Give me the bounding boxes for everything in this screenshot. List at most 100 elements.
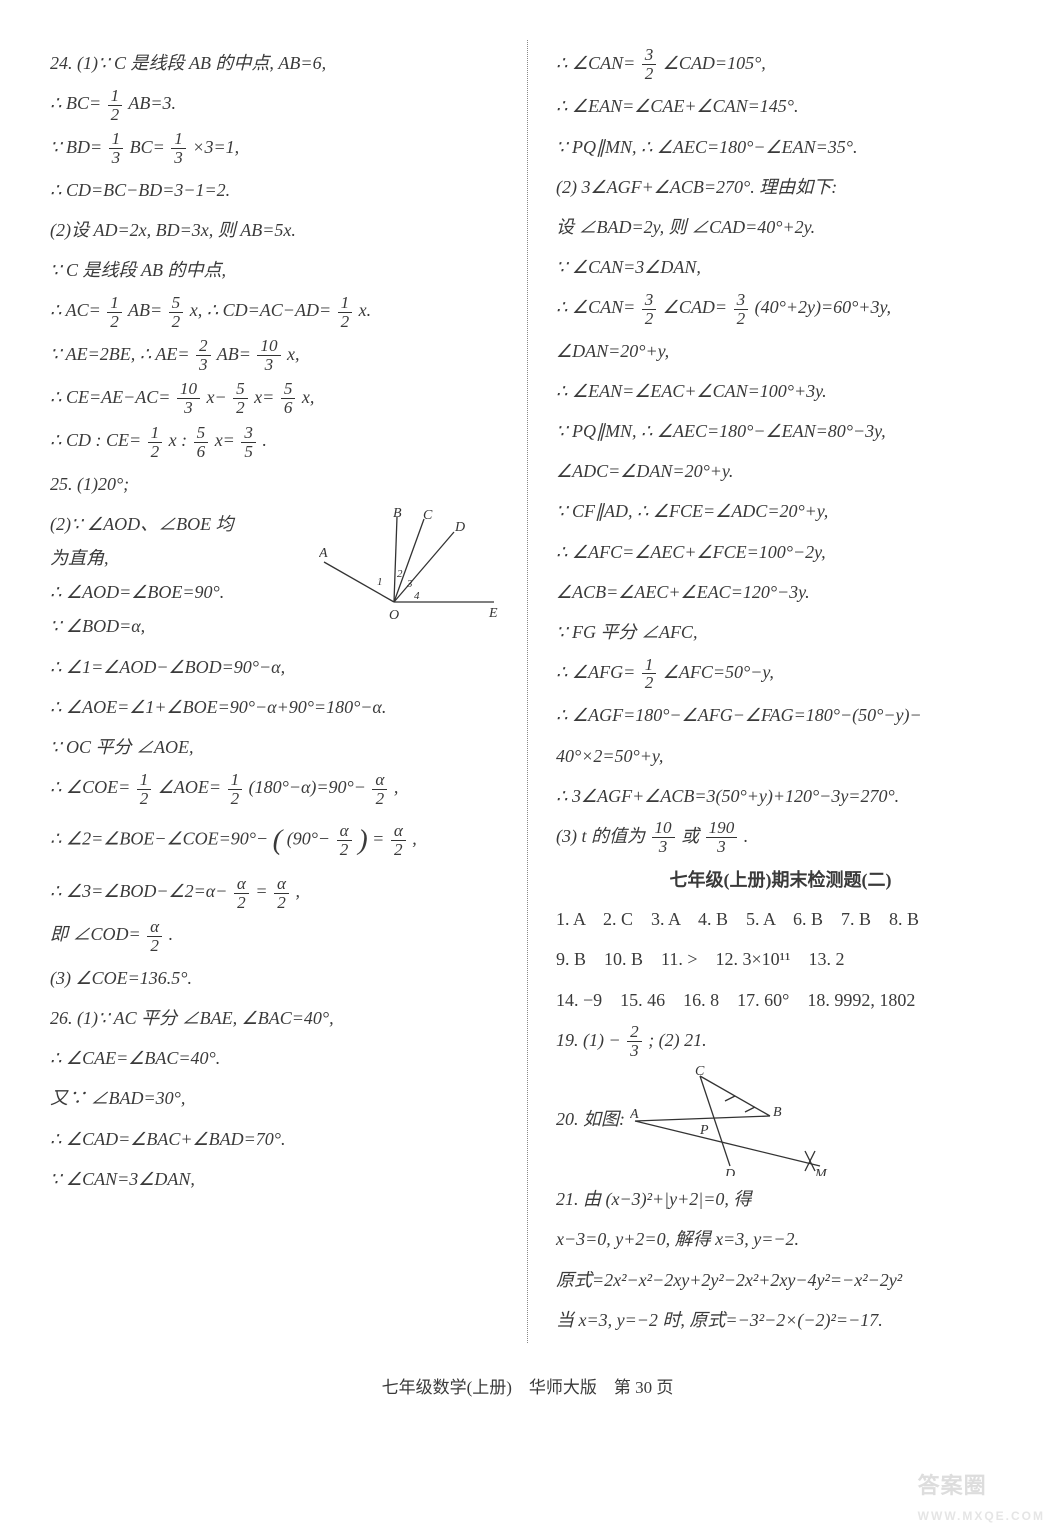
t: x=: [254, 387, 274, 407]
ans6: 21. 由 (x−3)²+|y+2|=0, 得: [556, 1182, 1005, 1216]
n: 5: [233, 380, 248, 399]
n: 10: [177, 380, 200, 399]
t: ∠AOE=: [158, 777, 221, 797]
t: ,: [412, 829, 417, 849]
n: α: [337, 822, 352, 841]
q24-7: ∴ AC= 12 AB= 52 x, ∴ CD=AC−AD= 12 x.: [50, 293, 499, 330]
d: 2: [233, 399, 248, 417]
q25-2: (2)∵ ∠AOD、∠BOE 均 A B C D E O 1: [50, 507, 499, 644]
ans4: 19. (1) − 23 ; (2) 21.: [556, 1023, 1005, 1060]
d: 2: [642, 674, 657, 692]
d: 3: [652, 838, 675, 856]
frac: 12: [137, 771, 152, 808]
frac: 1903: [706, 819, 738, 856]
frac: α2: [391, 822, 406, 859]
frac: 52: [169, 294, 184, 331]
lbl-O: O: [389, 608, 399, 622]
q25-12: (3) ∠COE=136.5°.: [50, 961, 499, 995]
d: 3: [706, 838, 738, 856]
frac: 12: [108, 87, 123, 124]
n: α: [274, 875, 289, 894]
d: 3: [109, 149, 124, 167]
t: ∠CAD=: [663, 297, 727, 317]
r19: (3) t 的值为 103 或 1903 .: [556, 819, 1005, 856]
d: 2: [108, 106, 123, 124]
n: 10: [652, 819, 675, 838]
t: 即 ∠COD=: [50, 924, 141, 944]
r13: ∴ ∠AFC=∠AEC+∠FCE=100°−2y,: [556, 535, 1005, 569]
r7: ∴ ∠CAN= 32 ∠CAD= 32 (40°+2y)=60°+3y,: [556, 290, 1005, 327]
q24-10: ∴ CD : CE= 12 x : 56 x= 35 .: [50, 423, 499, 460]
q25-9: ∴ ∠2=∠BOE−∠COE=90°− ( (90°− α2 ) = α2 ,: [50, 813, 499, 868]
frac: 103: [652, 819, 675, 856]
t: ×3=1,: [192, 137, 239, 157]
t: x.: [359, 300, 372, 320]
d: 3: [171, 149, 186, 167]
angle-figure: A B C D E O 1 2 3 4: [319, 507, 499, 622]
t: ∴ BC=: [50, 93, 101, 113]
t: ∴ ∠2=∠BOE−∠COE=90°−: [50, 829, 268, 849]
t: x, ∴ CD=AC−AD=: [190, 300, 331, 320]
d: 2: [274, 894, 289, 912]
page-columns: 24. (1)∵ C 是线段 AB 的中点, AB=6, ∴ BC= 12 AB…: [50, 40, 1005, 1343]
d: 2: [642, 310, 657, 328]
lbl-2: 2: [397, 568, 403, 580]
d: 2: [228, 790, 243, 808]
t: (180°−α)=90°−: [249, 777, 366, 797]
r9: ∴ ∠EAN=∠EAC+∠CAN=100°+3y.: [556, 374, 1005, 408]
paren: ): [358, 824, 368, 856]
t: 20. 如图:: [556, 1109, 625, 1129]
watermark: 答案圈 WWW.MXQE.COM: [918, 1468, 1045, 1526]
frac: 103: [257, 337, 280, 374]
t: x,: [287, 344, 300, 364]
n: 5: [281, 380, 296, 399]
r16: ∴ ∠AFG= 12 ∠AFC=50°−y,: [556, 655, 1005, 692]
r17: ∴ ∠AGF=180°−∠AFG−∠FAG=180°−(50°−y)−: [556, 698, 1005, 732]
q24-3: ∵ BD= 13 BC= 13 ×3=1,: [50, 130, 499, 167]
t: ∠CAD=105°,: [663, 53, 766, 73]
n: 1: [171, 130, 186, 149]
t: ∴ ∠CAN=: [556, 297, 635, 317]
d: 2: [107, 313, 122, 331]
frac: 103: [177, 380, 200, 417]
ans1: 1. A 2. C 3. A 4. B 5. A 6. B 7. B 8. B: [556, 902, 1005, 936]
q26-5: ∵ ∠CAN=3∠DAN,: [50, 1162, 499, 1196]
frac: 12: [148, 424, 163, 461]
t: ,: [296, 881, 301, 901]
t: ∴ ∠AFG=: [556, 662, 635, 682]
frac: 56: [194, 424, 209, 461]
left-column: 24. (1)∵ C 是线段 AB 的中点, AB=6, ∴ BC= 12 AB…: [50, 40, 499, 1343]
frac: 32: [642, 46, 657, 83]
d: 2: [337, 841, 352, 859]
t: ∴ CE=AE−AC=: [50, 387, 170, 407]
t: AB=3.: [128, 93, 176, 113]
frac: 56: [281, 380, 296, 417]
ans7: x−3=0, y+2=0, 解得 x=3, y=−2.: [556, 1222, 1005, 1256]
n: 1: [338, 294, 353, 313]
t: x=: [215, 430, 235, 450]
r11: ∠ADC=∠DAN=20°+y.: [556, 454, 1005, 488]
t: ∠AFC=50°−y,: [663, 662, 774, 682]
frac: 35: [241, 424, 256, 461]
n: α: [234, 875, 249, 894]
t: AB=: [217, 344, 251, 364]
test-title: 七年级(上册)期末检测题(二): [556, 866, 1005, 892]
q25-8: ∴ ∠COE= 12 ∠AOE= 12 (180°−α)=90°− α2 ,: [50, 770, 499, 807]
q25-1: 25. (1)20°;: [50, 467, 499, 501]
q26-1: 26. (1)∵ AC 平分 ∠BAE, ∠BAC=40°,: [50, 1001, 499, 1035]
n: α: [391, 822, 406, 841]
r2: ∴ ∠EAN=∠CAE+∠CAN=145°.: [556, 89, 1005, 123]
d: 6: [194, 443, 209, 461]
lbl-C: C: [423, 508, 433, 523]
lbl-B: B: [773, 1105, 782, 1120]
d: 2: [148, 443, 163, 461]
n: 10: [257, 337, 280, 356]
t: .: [169, 924, 174, 944]
n: 2: [196, 337, 211, 356]
lbl-C: C: [695, 1066, 705, 1079]
d: 2: [338, 313, 353, 331]
q24-4: ∴ CD=BC−BD=3−1=2.: [50, 173, 499, 207]
d: 2: [234, 894, 249, 912]
t: (40°+2y)=60°+3y,: [755, 297, 891, 317]
lbl-D: D: [454, 520, 465, 535]
